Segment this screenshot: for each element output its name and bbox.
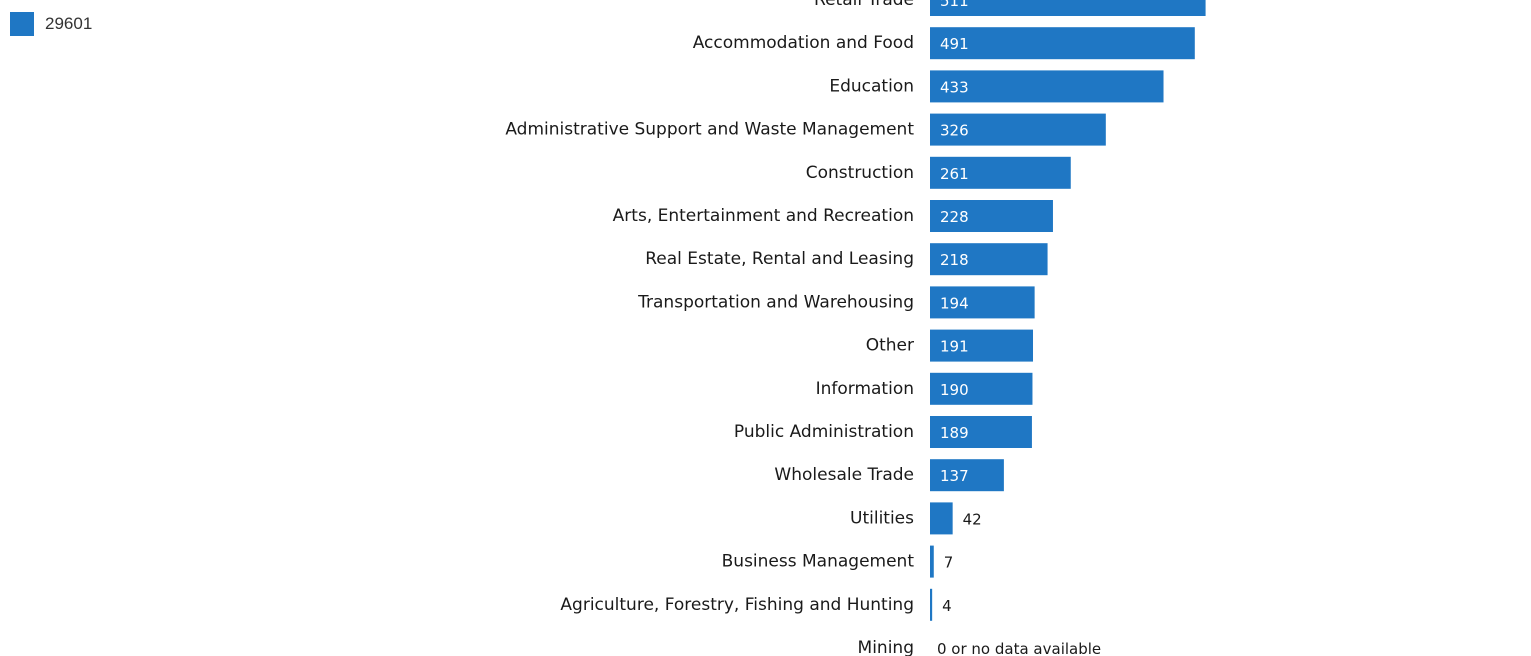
category-label: Transportation and Warehousing bbox=[637, 292, 914, 312]
bar[interactable] bbox=[930, 329, 1034, 362]
bar[interactable] bbox=[930, 545, 934, 578]
legend-label: 29601 bbox=[45, 14, 93, 33]
value-label: 218 bbox=[940, 251, 969, 269]
category-label: Real Estate, Rental and Leasing bbox=[645, 249, 914, 269]
category-label: Wholesale Trade bbox=[774, 465, 914, 485]
bar[interactable] bbox=[930, 156, 1071, 189]
category-label: Retail Trade bbox=[814, 0, 914, 10]
bar[interactable] bbox=[930, 0, 1206, 16]
value-label: 137 bbox=[940, 467, 969, 485]
value-label: 326 bbox=[940, 122, 969, 140]
value-label: 190 bbox=[940, 381, 969, 399]
category-label: Education bbox=[829, 76, 914, 96]
category-label: Agriculture, Forestry, Fishing and Hunti… bbox=[560, 595, 914, 615]
category-label: Public Administration bbox=[734, 422, 914, 442]
bar[interactable] bbox=[930, 502, 953, 535]
category-label: Mining bbox=[858, 638, 914, 656]
value-label: 433 bbox=[940, 78, 969, 96]
bar[interactable] bbox=[930, 70, 1164, 103]
category-label: Arts, Entertainment and Recreation bbox=[613, 206, 914, 226]
value-label: 491 bbox=[940, 35, 969, 53]
value-label: 511 bbox=[940, 0, 969, 10]
category-label: Administrative Support and Waste Managem… bbox=[505, 120, 914, 140]
category-label: Business Management bbox=[722, 552, 915, 572]
legend-swatch bbox=[10, 12, 34, 36]
category-label: Other bbox=[866, 336, 914, 356]
bar[interactable] bbox=[930, 416, 1032, 448]
bar[interactable] bbox=[930, 113, 1106, 146]
category-label: Accommodation and Food bbox=[693, 33, 914, 53]
category-label: Utilities bbox=[850, 508, 914, 528]
bar[interactable] bbox=[930, 372, 1033, 405]
value-label: 191 bbox=[940, 338, 969, 356]
bar[interactable] bbox=[930, 27, 1195, 60]
category-label: Construction bbox=[806, 163, 914, 183]
legend: 29601 bbox=[10, 12, 92, 36]
bar[interactable] bbox=[930, 588, 933, 621]
bar[interactable] bbox=[930, 243, 1048, 276]
value-label: 228 bbox=[940, 208, 969, 226]
value-label: 42 bbox=[963, 510, 982, 528]
bar[interactable] bbox=[930, 459, 1004, 492]
value-label: 194 bbox=[940, 294, 969, 312]
bar[interactable] bbox=[930, 286, 1035, 319]
category-label: Information bbox=[816, 379, 914, 399]
value-label: 7 bbox=[944, 554, 954, 572]
value-label: 0 or no data available bbox=[937, 640, 1101, 656]
value-label: 189 bbox=[940, 424, 969, 442]
value-label: 261 bbox=[940, 165, 969, 183]
value-label: 4 bbox=[942, 597, 952, 615]
bar[interactable] bbox=[930, 200, 1053, 232]
